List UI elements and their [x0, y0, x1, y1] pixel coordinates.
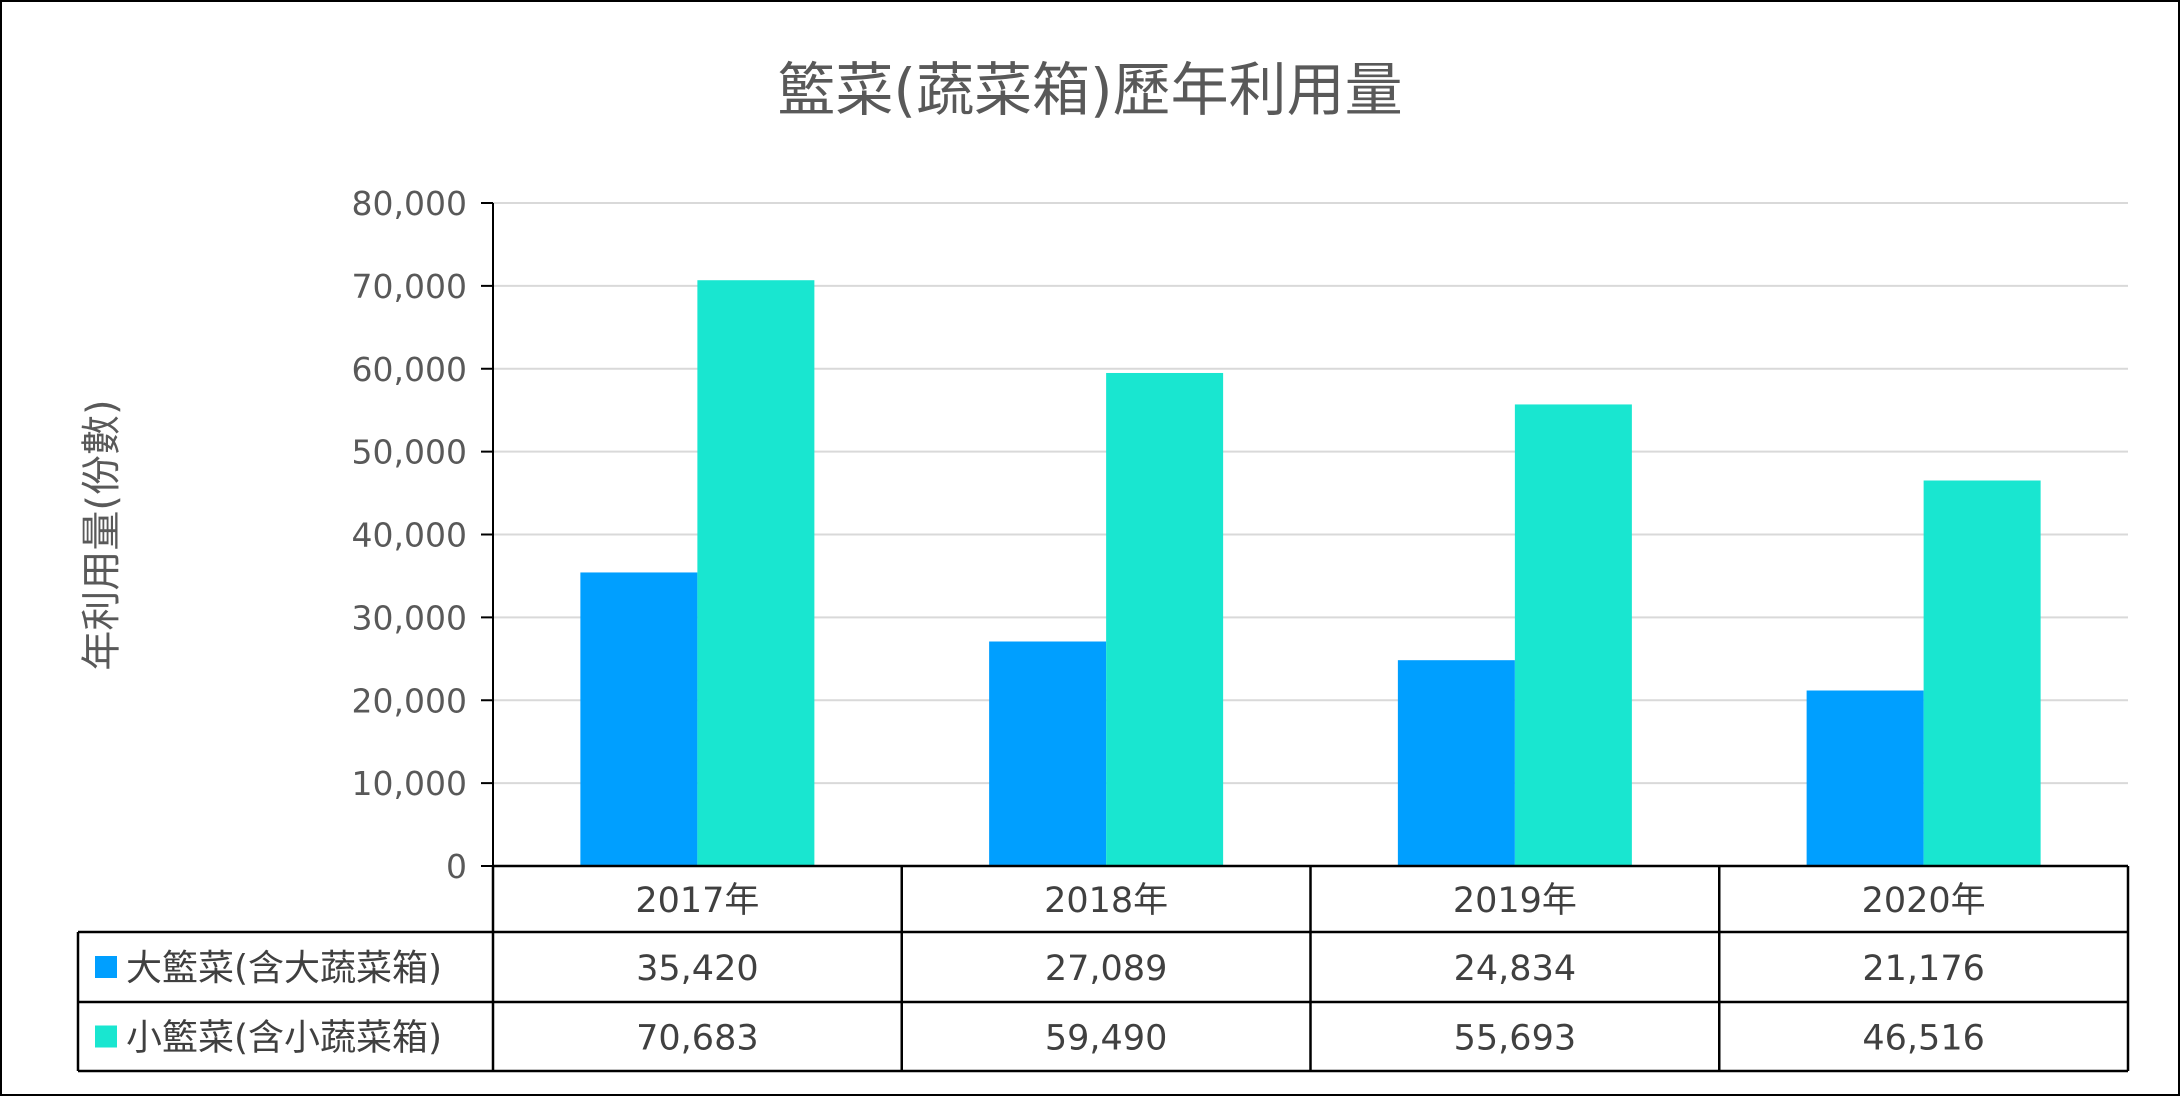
bar	[989, 641, 1107, 866]
y-tick-label: 70,000	[352, 267, 467, 306]
chart-title: 籃菜(蔬菜箱)歷年利用量	[777, 56, 1402, 124]
y-tick-label: 60,000	[352, 350, 467, 389]
y-tick-label: 50,000	[352, 433, 467, 472]
x-category-label: 2020年	[1862, 881, 1986, 921]
bar	[1806, 690, 1924, 866]
y-tick-label: 30,000	[352, 598, 467, 637]
legend-label: 大籃菜(含大蔬菜箱)	[126, 948, 442, 989]
data-value-label: 70,683	[636, 1019, 758, 1059]
legend-swatch	[95, 956, 117, 978]
x-category-label: 2019年	[1453, 881, 1577, 921]
bar	[1397, 660, 1515, 866]
bars	[580, 280, 2041, 867]
bar	[697, 280, 815, 867]
y-tick-label: 10,000	[352, 764, 467, 803]
legend-swatch	[95, 1025, 117, 1048]
data-value-label: 46,516	[1862, 1019, 1984, 1059]
data-value-label: 35,420	[636, 949, 758, 989]
data-value-label: 24,834	[1454, 949, 1576, 989]
legend-label: 小籃菜(含小蔬菜箱)	[126, 1018, 442, 1059]
x-category-label: 2017年	[635, 881, 759, 921]
bar	[1514, 404, 1632, 866]
y-axis-label: 年利用量(份數)	[79, 399, 125, 670]
bar	[1923, 480, 2041, 866]
bar	[1106, 372, 1224, 866]
y-tick-label: 20,000	[352, 681, 467, 720]
data-value-label: 59,490	[1045, 1019, 1167, 1059]
y-tick-label: 80,000	[352, 184, 467, 223]
data-value-label: 21,176	[1862, 949, 1984, 989]
data-value-label: 55,693	[1454, 1019, 1576, 1059]
y-tick-label: 40,000	[352, 516, 467, 555]
bar	[580, 572, 698, 866]
y-axis: 0 10,000 20,000 30,000 40,000 50,000 60,000 70,…	[352, 184, 494, 886]
x-category-label: 2018年	[1044, 881, 1168, 921]
y-tick-label: 0	[446, 847, 467, 886]
data-value-label: 27,089	[1045, 949, 1167, 989]
